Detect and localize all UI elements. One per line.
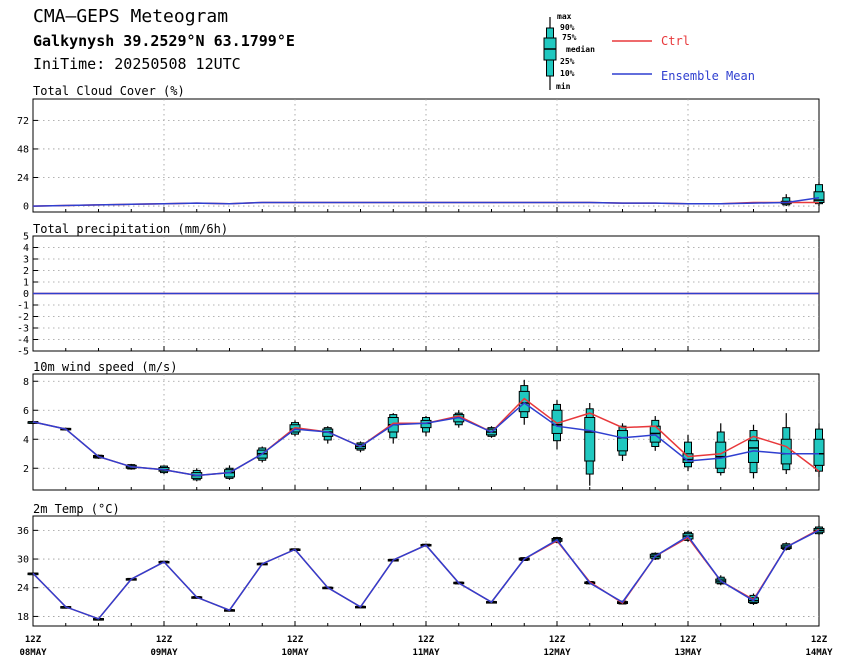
- x-tick-label-hour: 12Z: [287, 635, 304, 645]
- box-inner: [813, 438, 825, 466]
- x-tick-label-date: 11MAY: [412, 648, 440, 658]
- y-tick-label: 24: [17, 173, 29, 184]
- y-tick-label: 5: [23, 232, 29, 243]
- panel-4: 2m Temp (°C) 18 24 30 36: [17, 502, 825, 627]
- box-inner: [813, 191, 825, 203]
- ctrl-series-line: [32, 528, 820, 620]
- x-tick-label-hour: 12Z: [811, 635, 828, 645]
- legend: max 90%75% median 25% 10% min Ctrl Ensemble Mea…: [543, 12, 755, 91]
- y-tick-label: 3: [23, 255, 29, 266]
- location-label: Galkynysh 39.2529°N 63.1799°E: [33, 32, 295, 50]
- ensemble-mean-line: [32, 529, 820, 620]
- y-tick-label: 2: [23, 266, 29, 277]
- panel-3: 10m wind speed (m/s) 2 4 6 8: [23, 360, 825, 491]
- ensemble-mean-line: [32, 196, 820, 207]
- legend-box-label: 10%: [560, 69, 575, 78]
- y-tick-label: 1: [23, 278, 29, 289]
- box-inner: [584, 417, 596, 462]
- x-tick-label-date: 10MAY: [281, 648, 309, 658]
- y-tick-label: 18: [17, 612, 29, 623]
- x-tick-label-hour: 12Z: [156, 635, 173, 645]
- y-tick-label: 6: [23, 406, 29, 417]
- panel-title: 2m Temp (°C): [33, 502, 120, 516]
- panel-title: 10m wind speed (m/s): [33, 360, 178, 374]
- y-tick-label: -2: [17, 312, 29, 323]
- panel-1: Total Cloud Cover (%) 0 24 48 72: [17, 84, 825, 213]
- legend-box-label: 25%: [560, 57, 575, 66]
- y-tick-label: -4: [17, 335, 29, 346]
- y-tick-label: 8: [23, 377, 29, 388]
- init-time-label: IniTime: 20250508 12UTC: [33, 55, 241, 73]
- legend-mean-label: Ensemble Mean: [661, 69, 755, 83]
- y-tick-label: 72: [17, 116, 29, 127]
- x-tick-label-date: 12MAY: [543, 648, 571, 658]
- x-tick-label-date: 09MAY: [150, 648, 178, 658]
- y-tick-label: -1: [17, 301, 29, 312]
- legend-box-label: median: [566, 44, 595, 54]
- legend-box-label: 75%: [562, 33, 577, 42]
- panel-title: Total Cloud Cover (%): [33, 84, 185, 98]
- x-tick-label-hour: 12Z: [418, 635, 435, 645]
- y-tick-label: 36: [17, 526, 29, 537]
- y-tick-label: 0: [23, 202, 29, 213]
- y-tick-label: 24: [17, 583, 29, 594]
- box-inner: [682, 453, 694, 463]
- y-tick-label: -5: [17, 347, 29, 358]
- panel-2: Total precipitation (mm/6h)543210-1-2-3-…: [17, 222, 820, 358]
- legend-ctrl-label: Ctrl: [661, 34, 690, 48]
- y-tick-label: 0: [23, 289, 29, 300]
- x-tick-label-hour: 12Z: [549, 635, 566, 645]
- y-tick-label: -3: [17, 324, 29, 335]
- x-tick-label-date: 08MAY: [19, 648, 47, 658]
- box-inner: [715, 441, 727, 469]
- legend-box-label: min: [556, 81, 571, 91]
- x-tick-label-hour: 12Z: [25, 635, 42, 645]
- legend-box-label: max: [557, 12, 572, 21]
- x-tick-label-hour: 12Z: [680, 635, 697, 645]
- panel-title: Total precipitation (mm/6h): [33, 222, 228, 236]
- box-inner: [780, 438, 792, 465]
- ensemble-mean-line: [32, 402, 819, 477]
- y-tick-label: 30: [17, 555, 29, 566]
- x-tick-label-date: 13MAY: [674, 648, 702, 658]
- y-tick-label: 4: [23, 243, 29, 254]
- box-inner: [617, 430, 628, 452]
- legend-box-label: 90%: [560, 23, 575, 32]
- x-tick-label-date: 14MAY: [805, 648, 833, 658]
- x-axis-labels: 12Z 08MAY 12Z 09MAY 12Z 10MAY 12Z 11MAY 12Z 12MAY…: [19, 635, 833, 658]
- y-tick-label: 4: [23, 435, 29, 446]
- meteogram-title: CMA–GEPS Meteogram: [33, 6, 229, 27]
- y-tick-label: 48: [17, 144, 29, 155]
- y-tick-label: 2: [23, 464, 29, 475]
